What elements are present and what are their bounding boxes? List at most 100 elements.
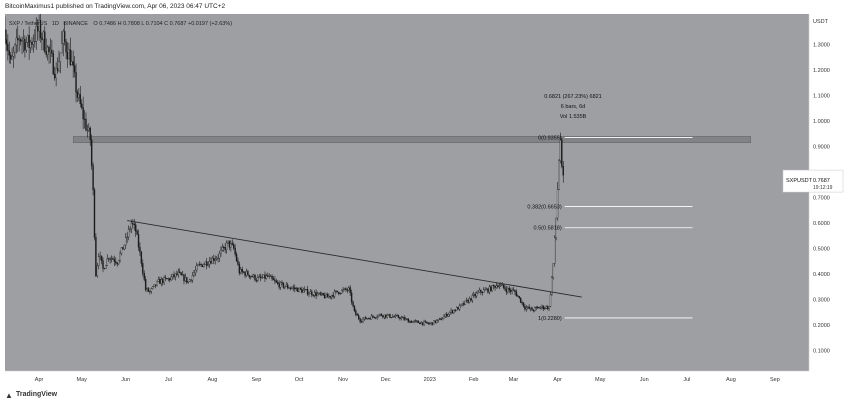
- candle-body: [206, 261, 208, 266]
- candle-body: [301, 289, 303, 293]
- candle-body: [211, 257, 214, 264]
- candle-body: [524, 306, 526, 310]
- candle-body: [429, 323, 431, 325]
- candle-body: [474, 294, 476, 297]
- candle-body: [32, 41, 35, 45]
- candle-body: [54, 73, 56, 79]
- candle-body: [492, 285, 495, 287]
- candle-body: [88, 127, 90, 131]
- candle-body: [416, 320, 418, 322]
- candle-body: [498, 285, 501, 288]
- candle-body: [127, 229, 130, 238]
- fibonacci-layer: 0(0.9355) 0.382(0.6653) 0.5(0.5818) 1(0.228…: [527, 136, 693, 322]
- candle-body: [146, 288, 148, 290]
- fib-level-label: 0(0.9355): [538, 136, 562, 142]
- candle-body: [451, 310, 454, 313]
- candle-body: [349, 287, 351, 294]
- candle-body: [99, 255, 101, 258]
- candle-body: [28, 35, 30, 48]
- candle-body: [325, 294, 327, 299]
- candle-body: [271, 276, 273, 279]
- candle-body: [393, 316, 395, 318]
- candle-body: [34, 41, 36, 43]
- candle-body: [167, 278, 170, 280]
- chart-frame[interactable]: 0(0.9355) 0.382(0.6653) 0.5(0.5818) 1(0.228…: [4, 11, 846, 385]
- candle-body: [48, 46, 50, 52]
- time-tick-label: Sep: [252, 377, 262, 383]
- candle-body: [465, 299, 468, 302]
- candle-body: [373, 316, 376, 318]
- candle-body: [414, 320, 417, 322]
- candle-body: [213, 257, 215, 261]
- interval: 1D: [52, 21, 59, 27]
- fib-level-label: 0.382(0.6653): [527, 204, 561, 210]
- candle-body: [208, 261, 211, 265]
- candle-body: [254, 274, 256, 281]
- candle-body: [62, 31, 64, 44]
- candle-body: [470, 298, 472, 301]
- time-tick-label: Jul: [165, 377, 172, 383]
- candle-body: [444, 313, 447, 317]
- candle-body: [319, 292, 322, 295]
- candle-body: [210, 261, 212, 264]
- last-price-value: 0.7687: [813, 178, 830, 184]
- resistance-zone-layer: [72, 136, 751, 143]
- time-tick-label: Apr: [35, 377, 44, 383]
- candle-body: [25, 42, 28, 51]
- candle-body: [247, 271, 249, 276]
- measure-tooltip: 0.6821 (267.23%) 6821 6 bars, 6d Vol 1.5…: [544, 94, 602, 120]
- candle-body: [483, 289, 485, 293]
- candle-body: [323, 294, 326, 299]
- candle-body: [169, 278, 171, 281]
- measure-volume: Vol 1.535B: [560, 114, 587, 120]
- candle-body: [488, 286, 491, 293]
- candle-body: [532, 309, 535, 311]
- candle-body: [228, 240, 231, 248]
- candle-body: [464, 300, 466, 305]
- candle-body: [289, 287, 292, 289]
- candle-body: [475, 292, 478, 297]
- candle-body: [306, 289, 309, 295]
- candle-body: [348, 287, 350, 291]
- candle-body: [215, 258, 218, 260]
- candle-body: [98, 256, 100, 266]
- price-axis[interactable]: USDT1.30001.20001.10001.00000.90000.8000…: [782, 14, 846, 385]
- candle-body: [383, 314, 385, 318]
- measure-change: 0.6821 (267.23%) 6821: [544, 94, 602, 100]
- candle-body: [438, 318, 441, 320]
- candle-body: [204, 261, 206, 265]
- candle-body: [522, 302, 525, 307]
- candle-body: [173, 274, 175, 278]
- candle-body: [387, 314, 390, 316]
- candle-body: [109, 258, 111, 260]
- candle-body: [66, 51, 69, 60]
- candle-body: [102, 260, 104, 269]
- candle-body: [340, 290, 343, 294]
- candle-body: [282, 282, 285, 288]
- candle-body: [554, 237, 556, 264]
- candle-body: [161, 279, 164, 283]
- tradingview-logo-icon[interactable]: ▲: [5, 391, 13, 400]
- candle-body: [291, 287, 293, 289]
- time-tick-label: 2023: [424, 377, 436, 383]
- candle-body: [156, 281, 158, 286]
- candle-body: [56, 68, 59, 72]
- candle-body: [382, 315, 384, 318]
- candle-body: [332, 294, 334, 297]
- candle-body: [44, 31, 46, 52]
- candle-body: [255, 279, 258, 281]
- candle-body: [19, 39, 22, 42]
- candle-body: [321, 293, 323, 295]
- candle-body: [72, 61, 74, 66]
- price-tick-label: 1.0000: [813, 119, 830, 125]
- candle-body: [93, 189, 96, 238]
- candle-body: [495, 285, 498, 289]
- candle-body: [233, 244, 235, 249]
- candle-body: [17, 37, 19, 41]
- time-tick-label: Apr: [553, 377, 562, 383]
- candle-body: [410, 321, 412, 323]
- candle-body: [288, 287, 290, 289]
- tradingview-logo-text[interactable]: TradingView: [16, 391, 58, 398]
- price-chart[interactable]: 0(0.9355) 0.382(0.6653) 0.5(0.5818) 1(0.228…: [4, 11, 846, 385]
- time-axis[interactable]: Apr May Jun Jul Aug Sep Oct Nov Dec 2023 Feb Mar Apr…: [5, 370, 846, 385]
